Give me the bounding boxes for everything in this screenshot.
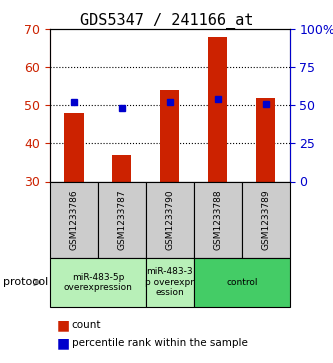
- Text: protocol: protocol: [3, 277, 49, 287]
- Text: ■: ■: [57, 336, 70, 350]
- Text: GSM1233790: GSM1233790: [165, 189, 174, 250]
- Bar: [64, 113, 84, 182]
- Bar: [112, 155, 132, 182]
- Bar: [160, 90, 179, 182]
- Text: percentile rank within the sample: percentile rank within the sample: [72, 338, 247, 348]
- Text: GSM1233787: GSM1233787: [117, 189, 127, 250]
- Text: GSM1233789: GSM1233789: [261, 189, 270, 250]
- Text: ■: ■: [57, 318, 70, 332]
- Text: GSM1233788: GSM1233788: [213, 189, 222, 250]
- Text: GSM1233786: GSM1233786: [69, 189, 79, 250]
- Bar: [208, 37, 227, 182]
- Text: count: count: [72, 320, 101, 330]
- Text: GDS5347 / 241166_at: GDS5347 / 241166_at: [80, 13, 253, 29]
- Bar: [256, 98, 275, 182]
- Text: control: control: [226, 278, 257, 287]
- Text: miR-483-5p
overexpression: miR-483-5p overexpression: [64, 273, 132, 292]
- Text: miR-483-3
p overexpr
ession: miR-483-3 p overexpr ession: [145, 267, 194, 297]
